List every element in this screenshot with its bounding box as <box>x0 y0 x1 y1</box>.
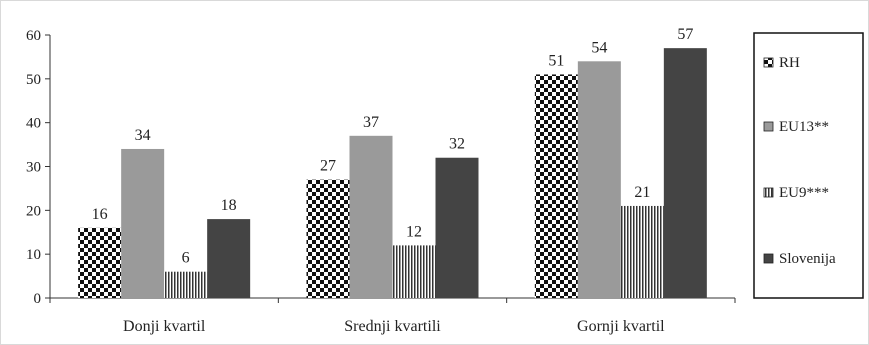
bar <box>306 179 350 298</box>
bar-data-label: 32 <box>449 136 465 153</box>
bar <box>435 157 479 298</box>
bar-data-label: 54 <box>591 39 607 56</box>
y-tick-label: 60 <box>26 28 41 44</box>
legend-swatch <box>763 253 774 264</box>
bar <box>349 135 393 298</box>
y-tick-label: 40 <box>26 116 41 132</box>
bar <box>534 74 578 298</box>
bar-data-label: 51 <box>548 52 564 69</box>
y-tick-label: 30 <box>26 160 41 176</box>
bar-data-label: 16 <box>92 206 108 223</box>
bar <box>663 48 707 299</box>
bar-data-label: 57 <box>677 26 693 43</box>
bar-data-label: 6 <box>182 250 190 267</box>
legend-label: EU9*** <box>779 185 829 201</box>
bar <box>577 61 621 298</box>
legend-swatch <box>763 187 774 198</box>
bar <box>207 219 251 298</box>
bar <box>392 245 436 298</box>
legend-label: EU13** <box>779 119 829 135</box>
bar-data-label: 12 <box>406 223 422 240</box>
bar-data-label: 27 <box>320 158 336 175</box>
legend-label: RH <box>779 55 800 71</box>
bar <box>121 148 165 298</box>
x-category-label: Gornji kvartil <box>577 318 665 335</box>
y-tick-label: 20 <box>26 203 41 219</box>
legend-label: Slovenija <box>779 251 836 267</box>
x-category-label: Donji kvartil <box>123 318 206 335</box>
y-tick-label: 0 <box>34 291 42 307</box>
bar-data-label: 37 <box>363 114 379 131</box>
bar-data-label: 18 <box>221 197 237 214</box>
x-category-label: Srednji kvartili <box>344 318 441 335</box>
y-tick-label: 50 <box>26 72 41 88</box>
legend-swatch <box>763 121 774 132</box>
bar-data-label: 21 <box>634 184 650 201</box>
y-tick-label: 10 <box>26 247 41 263</box>
bar-data-label: 34 <box>135 127 151 144</box>
bar <box>78 227 122 298</box>
bar <box>164 271 208 298</box>
legend-swatch <box>763 57 774 68</box>
bar <box>620 205 664 298</box>
